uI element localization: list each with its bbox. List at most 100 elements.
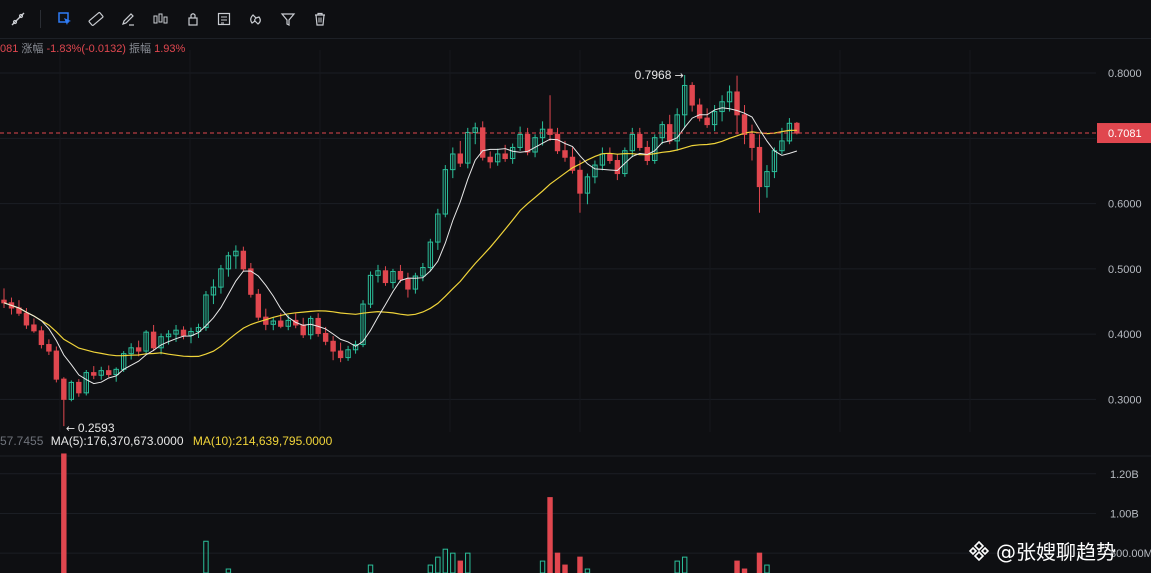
volume-info-bar: 57.7455 MA(5):176,370,673.0000 MA(10):21… <box>0 434 332 448</box>
candle-body <box>53 350 60 380</box>
trash-icon[interactable] <box>310 9 330 29</box>
candle-body <box>330 340 336 352</box>
candle-body <box>711 111 718 126</box>
candle-body <box>719 101 725 113</box>
volume-bar <box>764 564 770 573</box>
pen-icon[interactable] <box>118 9 138 29</box>
candle-body <box>38 330 45 346</box>
candle-body <box>390 270 396 284</box>
candle-body <box>345 349 351 359</box>
volume-bar <box>61 453 67 573</box>
candle-body <box>300 324 306 336</box>
candle-body <box>98 370 104 376</box>
volume-bar <box>457 560 463 573</box>
note-icon[interactable] <box>214 9 234 29</box>
volume-bar <box>734 560 740 573</box>
candle-body <box>659 124 665 139</box>
candle-body <box>307 317 314 336</box>
watermark: @张嫂聊趋势 <box>968 536 1116 565</box>
candle-body <box>786 122 793 142</box>
candle-body <box>397 270 404 280</box>
candle-body <box>405 278 411 290</box>
volume-bar <box>756 552 763 573</box>
price-info-bar: 081 涨幅 -1.83%(-0.0132) 振幅 1.93% <box>0 40 185 56</box>
candle-body <box>382 270 389 284</box>
volume-bar <box>562 564 568 573</box>
volume-bar <box>584 568 591 573</box>
volume-bar <box>465 552 471 573</box>
candle-body <box>270 320 276 325</box>
current-price-partial: 081 <box>0 43 19 55</box>
candle-body <box>106 370 112 376</box>
select-tool-icon[interactable] <box>55 9 75 29</box>
candle-body <box>487 156 493 163</box>
candle-body <box>278 320 284 327</box>
price-tick-label: 0.5000 <box>1108 264 1142 276</box>
candle-body <box>143 331 149 352</box>
volume-tick-label: 1.20B <box>1110 469 1139 481</box>
candle-body <box>509 146 516 160</box>
candle-body <box>68 381 75 400</box>
candlestick-icon[interactable] <box>150 9 170 29</box>
candle-body <box>652 137 658 162</box>
line-tool-icon[interactable] <box>8 9 28 29</box>
candle-body <box>173 329 179 335</box>
candle-body <box>779 140 785 152</box>
candle-body <box>756 146 763 188</box>
candle-body <box>554 133 561 152</box>
price-tick-label: 0.8000 <box>1108 68 1142 80</box>
candle-body <box>696 104 703 119</box>
volume-partial-value: 57.7455 <box>0 434 44 448</box>
candle-body <box>465 131 471 164</box>
candle-body <box>322 332 329 342</box>
candle-body <box>195 327 202 332</box>
amplitude-label: 振幅 <box>129 43 152 55</box>
high-arrow-icon: → <box>675 69 684 82</box>
price-tick-label: 0.4000 <box>1108 329 1142 341</box>
candle-body <box>135 347 142 352</box>
toolbar-divider <box>40 10 41 28</box>
candle-body <box>577 169 583 194</box>
candle-body <box>592 164 598 178</box>
candle-body <box>23 312 30 326</box>
candle-body <box>150 331 157 349</box>
volume-bar <box>203 540 209 573</box>
change-label: 涨幅 <box>21 43 44 55</box>
amplitude-value: 1.93% <box>154 43 186 55</box>
candle-body <box>337 350 344 359</box>
candle-body <box>435 213 441 243</box>
volume-bar <box>547 497 553 573</box>
candle-body <box>794 122 800 134</box>
candle-body <box>158 336 164 349</box>
ma-long-line <box>3 129 797 358</box>
candle-body <box>165 333 172 338</box>
candle-body <box>726 91 733 103</box>
candle-body <box>218 268 224 288</box>
lock-icon[interactable] <box>183 9 203 29</box>
candle-body <box>442 169 449 215</box>
candle-body <box>629 133 636 152</box>
candle-body <box>352 344 359 351</box>
candle-body <box>457 153 463 164</box>
volume-tick-label: 800.00M <box>1110 548 1151 560</box>
watermark-text: @张嫂聊趋势 <box>996 540 1116 564</box>
candle-body <box>255 293 262 318</box>
price-tick-label: 0.6000 <box>1108 199 1142 211</box>
candle-body <box>607 153 613 162</box>
candle-body <box>764 171 770 188</box>
candle-body <box>532 137 538 153</box>
candle-body <box>472 127 478 133</box>
ruler-icon[interactable] <box>86 9 106 29</box>
filter-icon[interactable] <box>278 9 298 29</box>
volume-bar <box>225 568 232 573</box>
candle-body <box>240 250 247 270</box>
volume-bar <box>435 556 441 573</box>
drawing-toolbar <box>0 0 1151 39</box>
candle-body <box>734 91 740 116</box>
candle-body <box>61 378 67 400</box>
volume-bar <box>367 564 374 573</box>
magnet-icon[interactable] <box>246 9 266 29</box>
current-price-tag <box>1097 123 1151 144</box>
candle-body <box>517 133 523 148</box>
